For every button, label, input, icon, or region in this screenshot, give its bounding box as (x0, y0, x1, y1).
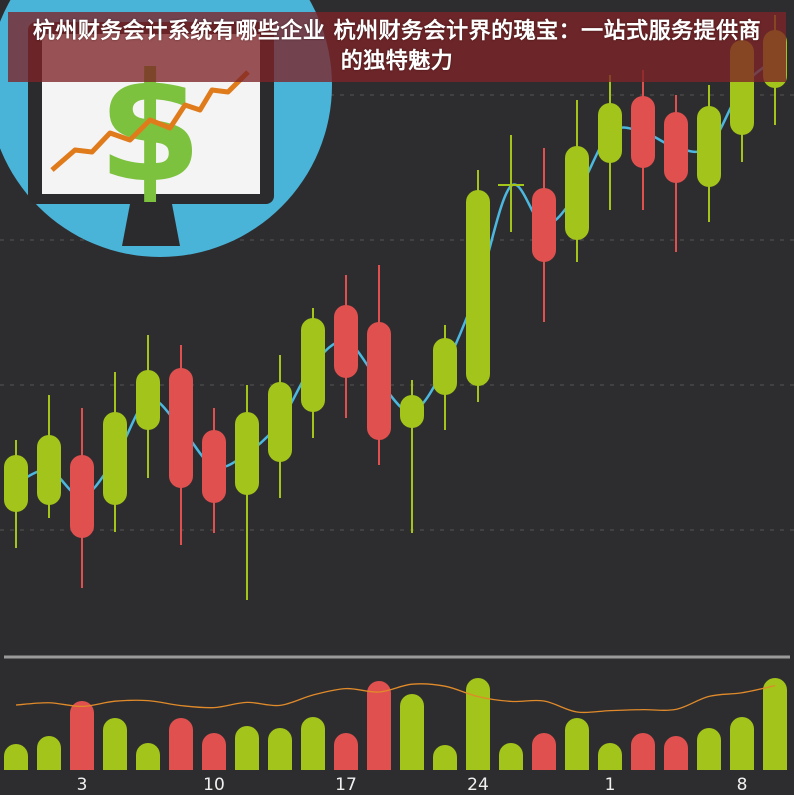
candle-body (235, 412, 259, 495)
candle-body (433, 338, 457, 395)
candle-body (4, 455, 28, 512)
candle-body (466, 190, 490, 386)
volume-bar (664, 736, 688, 770)
candle (268, 355, 292, 498)
candle-body (565, 146, 589, 240)
volume-bar (4, 744, 28, 770)
volume-bar (565, 718, 589, 770)
candle (664, 95, 688, 252)
volume-bar (268, 728, 292, 770)
x-tick-label: 8 (737, 775, 748, 795)
candle (565, 100, 589, 262)
candle-body (367, 322, 391, 440)
volume-bar (169, 718, 193, 770)
candle-body (169, 368, 193, 488)
volume-bar (466, 678, 490, 770)
candle (532, 148, 556, 322)
candle-body (70, 455, 94, 538)
x-tick-label: 24 (467, 775, 489, 795)
candle (202, 408, 226, 533)
volume-bar (367, 681, 391, 770)
volume-bar (400, 694, 424, 770)
volume-bar (235, 726, 259, 770)
volume-bar (37, 736, 61, 770)
candle (103, 372, 127, 532)
candle (400, 380, 424, 533)
volume-bar (598, 743, 622, 770)
trend-line-icon (50, 70, 250, 172)
volume-bar (334, 733, 358, 770)
candle (466, 170, 490, 402)
candle-body (37, 435, 61, 505)
x-tick-label: 3 (77, 775, 88, 795)
x-tick-label: 10 (203, 775, 225, 795)
monitor-stand (122, 204, 180, 246)
candle (37, 395, 61, 518)
x-tick-label: 17 (335, 775, 357, 795)
volume-bar (631, 733, 655, 770)
volume-average-line (15, 683, 776, 714)
candle (433, 325, 457, 430)
candle-body (664, 112, 688, 183)
candle-body (598, 103, 622, 163)
candle (598, 75, 622, 210)
volume-bar (136, 743, 160, 770)
candle (136, 335, 160, 478)
candle-body (268, 382, 292, 462)
x-axis-ticks: 3 10 17 24 1 8 (77, 775, 748, 795)
candle-body (697, 106, 721, 187)
candle (498, 135, 524, 232)
candle-body (301, 318, 325, 412)
candle (169, 345, 193, 545)
volume-bar (301, 717, 325, 770)
candle-body (103, 412, 127, 505)
candles (4, 15, 787, 600)
title-banner: 杭州财务会计系统有哪些企业 杭州财务会计界的瑰宝：一站式服务提供商的独特魅力 (8, 12, 786, 82)
candle (4, 440, 28, 548)
candle (697, 85, 721, 222)
candle (70, 408, 94, 588)
volume-bar (202, 733, 226, 770)
volume-bars (4, 678, 787, 770)
candle-body (136, 370, 160, 430)
x-tick-label: 1 (605, 775, 616, 795)
candle-body (202, 430, 226, 503)
candle-body (334, 305, 358, 378)
candle-body (400, 395, 424, 428)
candle-body (532, 188, 556, 262)
volume-bar (499, 743, 523, 770)
candle (631, 70, 655, 210)
volume-bar (763, 678, 787, 770)
candle (301, 308, 325, 438)
volume-bar (532, 733, 556, 770)
candle (334, 275, 358, 418)
page-title: 杭州财务会计系统有哪些企业 杭州财务会计界的瑰宝：一站式服务提供商的独特魅力 (32, 19, 762, 74)
volume-bar (730, 717, 754, 770)
volume-bar (70, 701, 94, 770)
volume-bar (433, 745, 457, 770)
candle-body (631, 96, 655, 168)
candle (235, 385, 259, 600)
candle (367, 265, 391, 465)
volume-bar (697, 728, 721, 770)
volume-bar (103, 718, 127, 770)
